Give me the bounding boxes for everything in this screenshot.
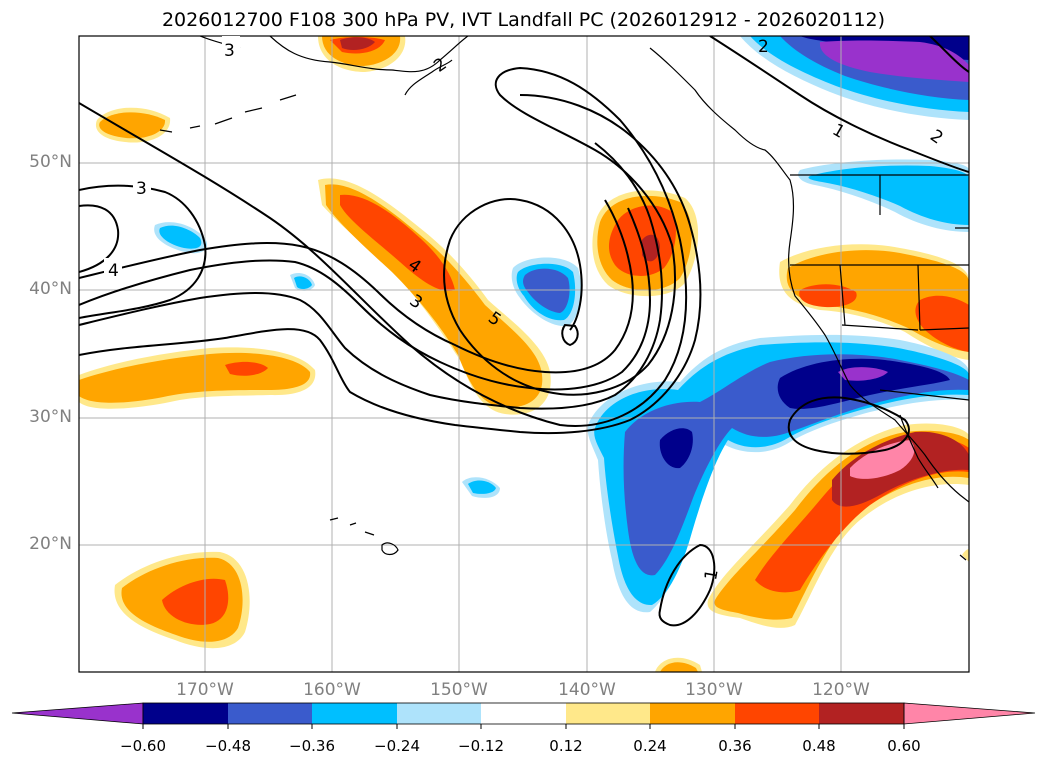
coastline-path — [649, 47, 969, 503]
contour-label: 2 — [430, 54, 450, 77]
fill-patch — [659, 428, 693, 469]
pv-contour — [658, 543, 716, 627]
fill-patch — [99, 112, 166, 139]
pv-contour — [929, 36, 969, 73]
lon-label: 150°W — [430, 680, 488, 700]
border-path — [879, 327, 969, 401]
colorbar-tick-label: 0.48 — [802, 737, 836, 755]
fill-patch — [340, 194, 455, 291]
colorbar-tick-label: −0.36 — [289, 737, 335, 755]
colorbar-swatch — [481, 703, 566, 724]
island-path — [329, 517, 399, 556]
colorbar-high-extension — [903, 702, 1036, 725]
fill-patch — [838, 367, 888, 381]
colorbar-swatch — [228, 703, 312, 724]
fill-patch — [225, 361, 268, 376]
colorbar-swatch — [819, 703, 904, 724]
island-path — [959, 554, 967, 561]
fill-patch — [159, 225, 202, 249]
contour-label: 1 — [829, 120, 848, 143]
coastline-path — [159, 94, 297, 133]
fill-patch — [468, 480, 496, 494]
colorbar-swatch — [143, 703, 228, 724]
pv-contour — [79, 204, 120, 273]
fill-patch — [162, 578, 229, 625]
contour-label: 3 — [224, 41, 235, 61]
fill-patch — [962, 549, 969, 562]
fill-patch — [915, 295, 969, 352]
colorbar-tick-label: −0.24 — [374, 737, 420, 755]
lat-label: 30°N — [29, 407, 72, 427]
colorbar-tick-label: −0.48 — [205, 737, 251, 755]
colorbar-swatch — [397, 703, 481, 724]
colorbar-swatch — [735, 703, 819, 724]
lon-label: 170°W — [176, 680, 234, 700]
fill-patch — [819, 40, 969, 82]
colorbar-tick-label: 0.36 — [718, 737, 752, 755]
colorbar-frame — [142, 702, 905, 725]
pv-contour — [561, 323, 579, 347]
contour-label: 2 — [926, 126, 946, 149]
colorbar-swatch — [650, 703, 735, 724]
fill-patch — [623, 354, 969, 576]
fill-patch — [777, 358, 950, 409]
colorbar — [11, 702, 1036, 729]
lat-label: 40°N — [29, 279, 72, 299]
fill-patch — [340, 37, 375, 50]
lon-label: 160°W — [303, 680, 361, 700]
contour-label: 4 — [108, 261, 119, 281]
colorbar-tick-label: −0.60 — [120, 737, 166, 755]
pv-contour — [79, 207, 652, 391]
colorbar-tick-label: 0.12 — [549, 737, 583, 755]
lat-label: 20°N — [29, 534, 72, 554]
coastline-path — [404, 59, 453, 96]
lon-label: 120°W — [812, 680, 870, 700]
colorbar-swatch — [566, 703, 650, 724]
fill-patch — [660, 662, 698, 672]
border-path — [790, 174, 969, 331]
fill-patch — [808, 165, 969, 225]
colorbar-tick-label: 0.60 — [887, 737, 921, 755]
map-grid — [79, 36, 969, 672]
colorbar-tick-label: 0.24 — [633, 737, 667, 755]
map-title: 2026012700 F108 300 hPa PV, IVT Landfall… — [161, 9, 886, 31]
lat-label: 50°N — [29, 152, 72, 172]
contour-label: 1 — [701, 568, 723, 582]
colorbar-low-extension — [11, 702, 144, 725]
pv-contours — [79, 36, 969, 627]
fill-patch — [294, 276, 312, 290]
coastline-path — [899, 414, 939, 489]
map-frame — [78, 35, 970, 673]
lon-label: 140°W — [558, 680, 616, 700]
lon-label: 130°W — [685, 680, 743, 700]
pv-contour — [79, 142, 663, 410]
contour-label: 2 — [758, 37, 769, 57]
pv-contour — [79, 199, 634, 374]
colorbar-swatch — [312, 703, 397, 724]
pv-contour — [787, 396, 910, 455]
coastlines — [159, 36, 969, 561]
pv-contour — [79, 66, 688, 427]
fill-patch — [850, 440, 915, 479]
fill-patch — [523, 268, 570, 313]
pv-contour — [79, 94, 702, 435]
contour-label: 3 — [136, 179, 147, 199]
pv-contour — [709, 36, 969, 173]
colorbar-tick-label: −0.12 — [458, 737, 504, 755]
